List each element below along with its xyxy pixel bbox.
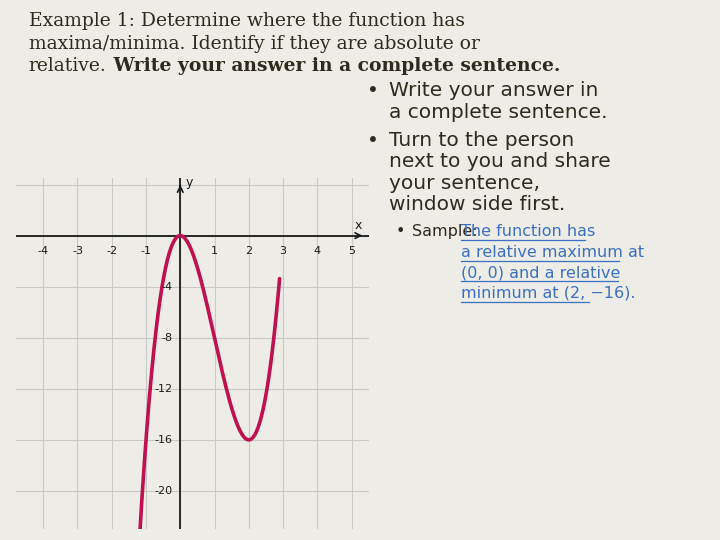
- Text: y: y: [185, 176, 192, 188]
- Text: Write your answer in: Write your answer in: [389, 81, 598, 100]
- Text: maxima/minima. Identify if they are absolute or: maxima/minima. Identify if they are abso…: [29, 35, 480, 52]
- Text: x: x: [355, 219, 362, 232]
- Text: a relative maximum at: a relative maximum at: [461, 245, 644, 260]
- Text: -20: -20: [155, 486, 173, 496]
- Text: next to you and share: next to you and share: [389, 152, 611, 171]
- Text: 5: 5: [348, 246, 355, 256]
- Text: Example 1: Determine where the function has: Example 1: Determine where the function …: [29, 12, 465, 30]
- Text: a complete sentence.: a complete sentence.: [389, 103, 607, 122]
- Text: •: •: [367, 131, 379, 150]
- Text: minimum at (2, −16).: minimum at (2, −16).: [461, 286, 635, 301]
- Text: 2: 2: [246, 246, 252, 256]
- Text: -4: -4: [161, 282, 173, 292]
- Text: window side first.: window side first.: [389, 195, 565, 214]
- Text: 1: 1: [211, 246, 218, 256]
- Text: -8: -8: [161, 333, 173, 343]
- Text: -4: -4: [37, 246, 49, 256]
- Text: Sample:: Sample:: [412, 224, 482, 239]
- Text: relative.: relative.: [29, 57, 107, 75]
- Text: (0, 0) and a relative: (0, 0) and a relative: [461, 265, 620, 280]
- Text: -3: -3: [72, 246, 83, 256]
- Text: -12: -12: [155, 384, 173, 394]
- Text: -2: -2: [106, 246, 117, 256]
- Text: -16: -16: [155, 435, 173, 445]
- Text: The function has: The function has: [461, 224, 595, 239]
- Text: your sentence,: your sentence,: [389, 174, 540, 193]
- Text: -1: -1: [140, 246, 151, 256]
- Text: 3: 3: [279, 246, 287, 256]
- Text: Turn to the person: Turn to the person: [389, 131, 574, 150]
- Text: •: •: [367, 81, 379, 100]
- Text: Write your answer in a complete sentence.: Write your answer in a complete sentence…: [107, 57, 560, 75]
- Text: 4: 4: [314, 246, 321, 256]
- Text: •: •: [396, 224, 405, 239]
